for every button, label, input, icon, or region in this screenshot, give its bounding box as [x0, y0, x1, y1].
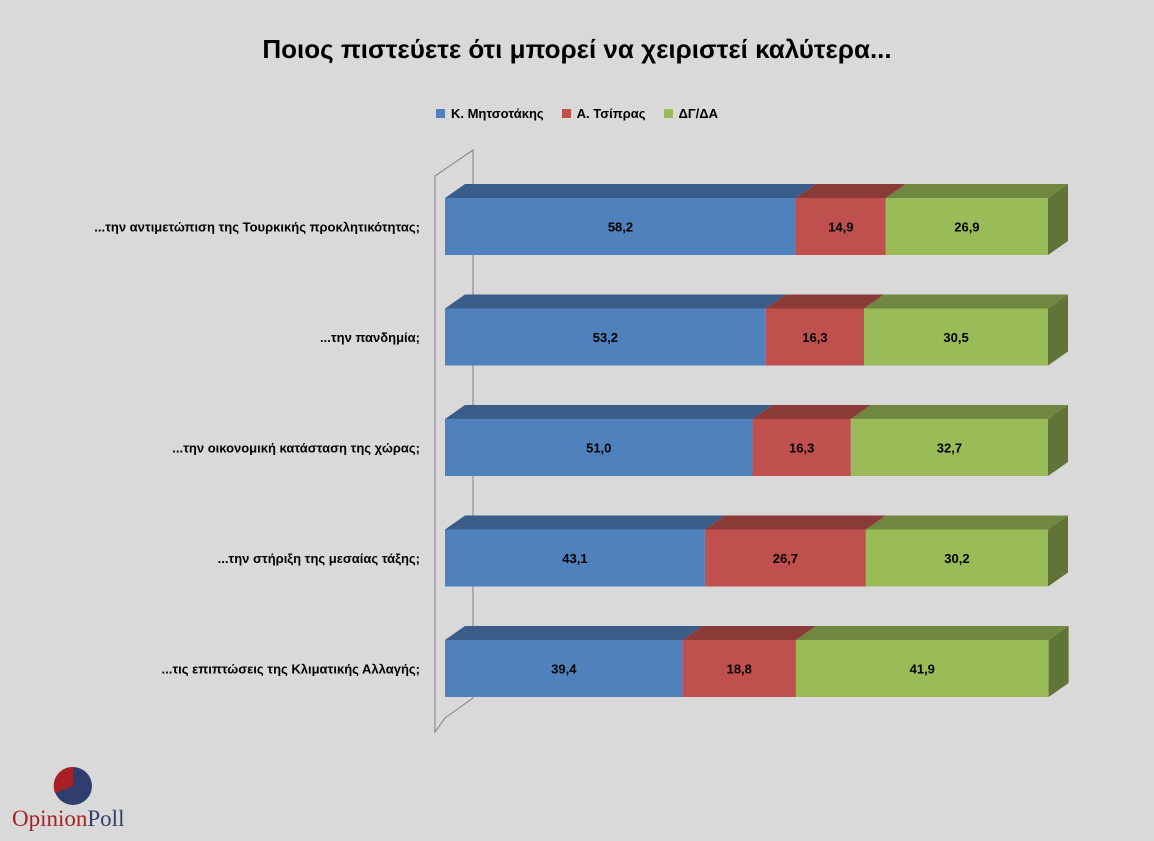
bar-top-face	[704, 515, 886, 530]
bar-segment	[765, 308, 865, 366]
data-label: 30,5	[943, 330, 968, 345]
bar-segment	[850, 419, 1048, 476]
bar-top-face	[445, 515, 725, 530]
bar-top-face	[795, 626, 1069, 640]
bar-row-5: ...τις επιπτώσεις της Κλιματικής Αλλαγής…	[161, 626, 1069, 697]
category-label: ...την στήριξη της μεσαίας τάξης;	[218, 551, 420, 566]
bar-side-face	[1048, 515, 1068, 587]
legend-label: Α. Τσίπρας	[576, 106, 646, 121]
category-label: ...τις επιπτώσεις της Κλιματικής Αλλαγής…	[161, 662, 420, 677]
legend-swatch	[435, 109, 445, 118]
bar-top-face	[795, 184, 906, 198]
bar-segment	[795, 640, 1049, 697]
legend-label: ΔΓ/ΔΑ	[678, 106, 719, 121]
bar-top-face	[445, 405, 773, 419]
bar-side-face	[1048, 294, 1068, 366]
logo-text: OpinionPoll	[12, 806, 124, 832]
bar-side-face	[1048, 405, 1068, 476]
category-label: ...την αντιμετώπιση της Τουρκικής προκλη…	[94, 220, 420, 235]
data-label: 58,2	[608, 220, 633, 235]
legend-item-2: Α. Τσίπρας	[561, 106, 646, 121]
category-label: ...την πανδημία;	[320, 330, 420, 345]
bar-row-3: ...την οικονομική κατάσταση της χώρας; 51…	[172, 405, 1068, 476]
bar-top-face	[850, 405, 1068, 419]
data-label: 32,7	[937, 441, 962, 456]
opinionpoll-logo-icon	[53, 766, 92, 805]
bar-segment	[795, 198, 886, 255]
bar-row-4: ...την στήριξη της μεσαίας τάξης; 43,1 26,…	[218, 515, 1068, 587]
data-label: 51,0	[586, 441, 611, 456]
bar-segment	[445, 529, 705, 587]
bar-segment	[865, 529, 1048, 587]
bar-segment	[864, 308, 1048, 366]
legend-swatch	[561, 109, 571, 118]
data-label: 26,7	[773, 551, 798, 566]
bar-top-face	[765, 294, 885, 309]
bar-top-face	[445, 626, 703, 640]
bar-top-face	[445, 294, 786, 309]
data-label: 43,1	[562, 551, 587, 566]
bar-segment	[445, 419, 753, 476]
legend-label: Κ. Μητσοτάκης	[450, 106, 544, 121]
bar-segment	[752, 419, 851, 476]
data-label: 39,4	[551, 662, 577, 677]
bar-segment	[445, 308, 766, 366]
legend-item-3: ΔΓ/ΔΑ	[663, 106, 719, 121]
bar-segment	[445, 198, 796, 255]
bar-top-face	[445, 184, 816, 198]
data-label: 26,9	[954, 220, 979, 235]
data-label: 16,3	[802, 330, 827, 345]
bar-top-face	[864, 294, 1068, 309]
data-label: 41,9	[910, 662, 935, 677]
bar-segment	[682, 640, 796, 697]
bar-top-face	[865, 515, 1068, 530]
chart-back-wall	[434, 149, 474, 734]
legend-swatch	[663, 109, 673, 118]
legend-item-1: Κ. Μητσοτάκης	[435, 106, 544, 121]
logo-word-opinion: Opinion	[12, 806, 88, 831]
bar-side-face	[1048, 184, 1068, 255]
bar-top-face	[885, 184, 1068, 198]
data-label: 53,2	[593, 330, 618, 345]
bar-row-1: ...την αντιμετώπιση της Τουρκικής προκλη…	[94, 184, 1068, 255]
bar-segment	[445, 640, 683, 697]
bar-segment	[885, 198, 1048, 255]
legend: Κ. Μητσοτάκης Α. Τσίπρας ΔΓ/ΔΑ	[0, 106, 1154, 121]
data-label: 14,9	[828, 220, 853, 235]
bar-side-face	[1048, 626, 1069, 697]
bar-top-face	[682, 626, 816, 640]
bar-row-2: ...την πανδημία; 53,2 16,3 30,5	[320, 294, 1068, 366]
bar-segment	[704, 529, 866, 587]
chart-title: Ποιος πιστεύετε ότι μπορεί να χειριστεί …	[262, 34, 892, 64]
data-label: 18,8	[727, 662, 752, 677]
category-label: ...την οικονομική κατάσταση της χώρας;	[172, 441, 420, 456]
logo-word-poll: Poll	[87, 806, 125, 831]
bar-top-face	[752, 405, 871, 419]
data-label: 16,3	[789, 441, 814, 456]
data-label: 30,2	[944, 551, 969, 566]
